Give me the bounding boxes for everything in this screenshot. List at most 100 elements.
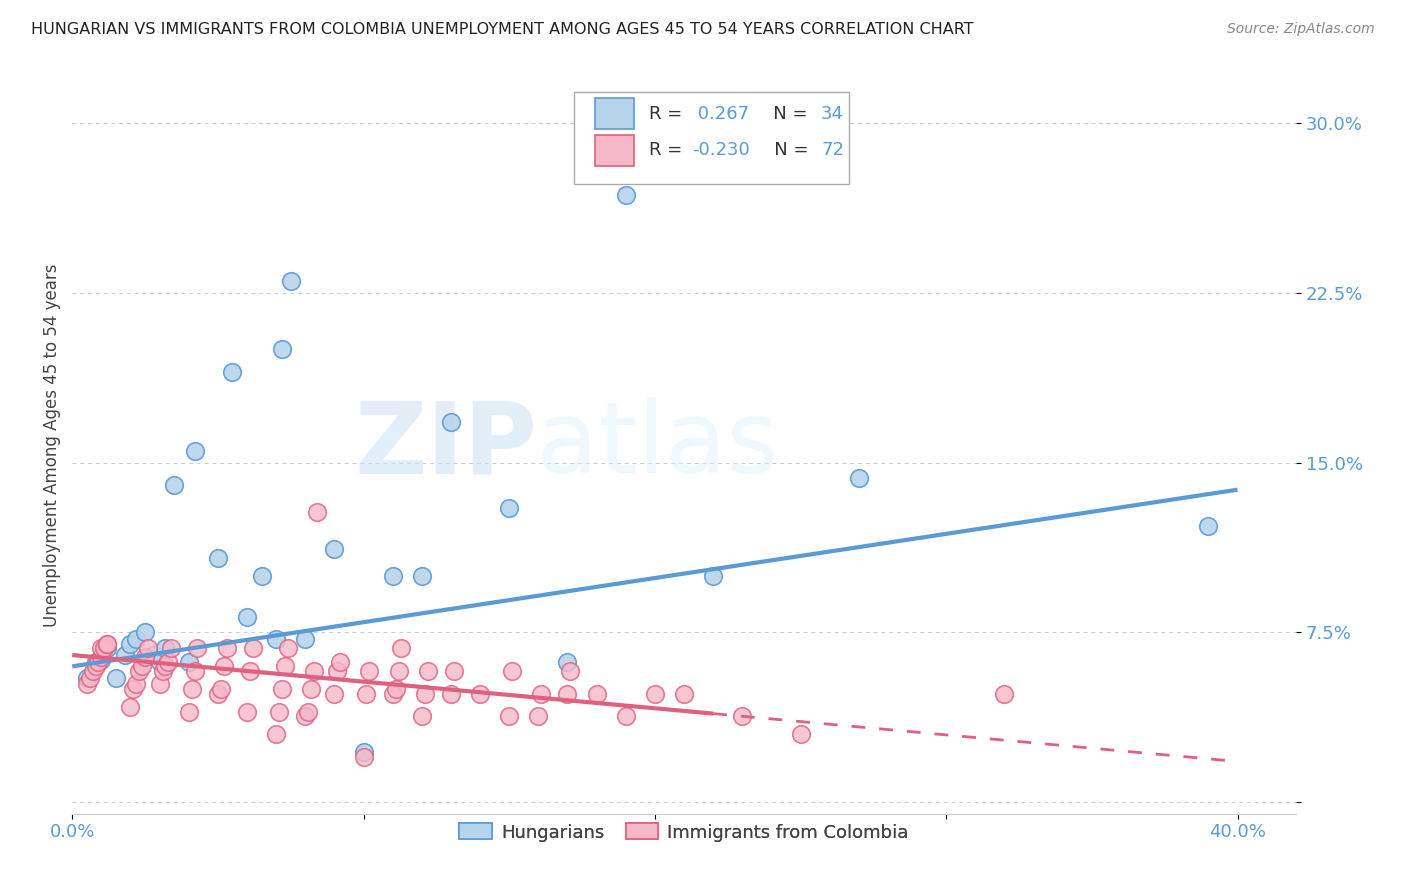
Point [128, 664, 150, 678]
Point [557, 655, 579, 669]
Point [501, 664, 523, 678]
Point [411, 568, 433, 582]
Point [585, 687, 607, 701]
Point [305, 505, 328, 519]
Point [120, 700, 142, 714]
Text: 34: 34 [821, 104, 844, 122]
Text: atlas: atlas [537, 397, 779, 494]
Text: Source: ZipAtlas.com: Source: ZipAtlas.com [1227, 22, 1375, 37]
Point [413, 687, 436, 701]
Point [149, 677, 172, 691]
Point [79, 671, 101, 685]
Point [114, 648, 136, 662]
Point [440, 415, 463, 429]
Text: R =: R = [648, 141, 688, 160]
Point [209, 681, 232, 696]
Point [207, 550, 229, 565]
Point [90, 652, 112, 666]
Point [416, 664, 439, 678]
Point [186, 641, 208, 656]
Point [207, 687, 229, 701]
Point [87, 655, 110, 669]
Point [163, 478, 186, 492]
Text: N =: N = [758, 141, 814, 160]
Point [381, 687, 404, 701]
Text: R =: R = [648, 104, 688, 122]
Point [264, 727, 287, 741]
Point [614, 709, 637, 723]
Point [359, 664, 381, 678]
Point [353, 746, 375, 760]
Point [183, 664, 205, 678]
Point [789, 727, 811, 741]
Point [125, 632, 148, 647]
Point [498, 709, 520, 723]
Point [329, 655, 352, 669]
Point [212, 659, 235, 673]
FancyBboxPatch shape [574, 92, 849, 184]
Point [297, 705, 319, 719]
Point [155, 659, 177, 673]
Point [134, 625, 156, 640]
Point [527, 709, 550, 723]
Text: 72: 72 [821, 141, 845, 160]
Point [131, 659, 153, 673]
FancyBboxPatch shape [595, 98, 634, 129]
Point [90, 650, 112, 665]
Point [443, 664, 465, 678]
Text: ZIP: ZIP [354, 397, 537, 494]
Point [530, 687, 553, 701]
Point [84, 659, 107, 673]
Point [177, 705, 200, 719]
Point [177, 655, 200, 669]
Point [560, 664, 582, 678]
Point [90, 641, 112, 656]
Point [180, 681, 202, 696]
Point [96, 637, 118, 651]
Point [264, 632, 287, 647]
Point [731, 709, 754, 723]
Point [82, 664, 104, 678]
Y-axis label: Unemployment Among Ages 45 to 54 years: Unemployment Among Ages 45 to 54 years [44, 264, 60, 627]
Point [134, 650, 156, 665]
Point [468, 687, 491, 701]
Point [221, 365, 243, 379]
Point [294, 709, 316, 723]
Point [152, 664, 174, 678]
Point [381, 568, 404, 582]
Point [125, 677, 148, 691]
Point [440, 687, 463, 701]
FancyBboxPatch shape [595, 135, 634, 166]
Point [1197, 519, 1219, 533]
Point [120, 637, 142, 651]
Point [702, 568, 724, 582]
Point [498, 500, 520, 515]
Point [323, 541, 346, 556]
Point [267, 705, 290, 719]
Point [157, 655, 180, 669]
Point [96, 641, 118, 656]
Point [236, 609, 259, 624]
Point [299, 681, 322, 696]
Point [239, 664, 262, 678]
Point [384, 681, 406, 696]
Point [84, 655, 107, 669]
Point [356, 687, 378, 701]
Point [672, 687, 695, 701]
Point [122, 681, 145, 696]
Text: -0.230: -0.230 [692, 141, 749, 160]
Point [236, 705, 259, 719]
Point [557, 687, 579, 701]
Point [387, 664, 409, 678]
Point [302, 664, 325, 678]
Point [280, 274, 302, 288]
Point [142, 648, 165, 662]
Point [93, 641, 115, 656]
Point [271, 681, 294, 696]
Legend: Hungarians, Immigrants from Colombia: Hungarians, Immigrants from Colombia [453, 816, 915, 849]
Point [149, 655, 172, 669]
Text: N =: N = [756, 104, 814, 122]
Point [183, 444, 205, 458]
Point [993, 687, 1015, 701]
Point [644, 687, 666, 701]
